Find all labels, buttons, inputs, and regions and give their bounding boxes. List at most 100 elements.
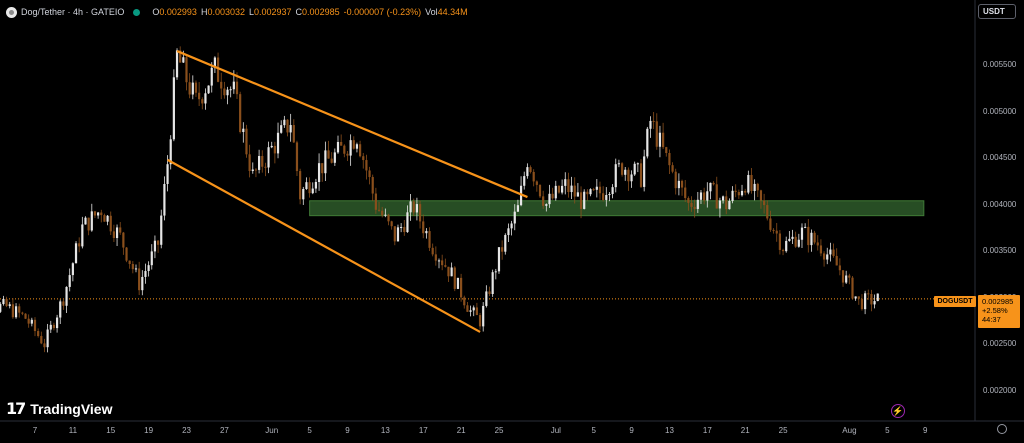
candle-body — [643, 156, 646, 187]
symbol-title[interactable]: Dog/Tether · 4h · GATEIO — [21, 7, 125, 17]
candle-body — [822, 253, 826, 260]
price-tick-label: 0.002000 — [983, 385, 1017, 395]
candle-body — [851, 277, 854, 299]
candle-body — [668, 153, 671, 166]
candle-body — [283, 119, 286, 126]
candle-body — [747, 174, 750, 193]
candle-body — [267, 147, 270, 168]
candle-body — [336, 141, 340, 153]
candle-body — [27, 318, 30, 324]
ohlc-label: C — [295, 7, 303, 17]
candle-body — [125, 247, 128, 261]
candle-body — [40, 336, 43, 344]
candle-body — [5, 298, 8, 307]
ohlc-item: O0.002993 — [148, 7, 197, 17]
candle-body — [321, 163, 324, 174]
candle-body — [674, 171, 677, 189]
bar-countdown: 44:37 — [982, 315, 1001, 324]
lightning-icon[interactable]: ⚡ — [891, 404, 905, 418]
candle-body — [870, 294, 873, 305]
candle-body — [400, 226, 403, 228]
ohlc-item: C0.002985 — [292, 7, 340, 17]
candle-body — [595, 186, 598, 190]
candle-body — [848, 275, 851, 278]
candle-body — [295, 142, 299, 172]
candle-body — [766, 205, 769, 219]
candle-body — [620, 163, 624, 175]
candle-body — [655, 121, 658, 147]
candle-body — [532, 171, 535, 182]
channel-lower-line — [167, 158, 481, 333]
candle-body — [510, 223, 513, 229]
candle-body — [100, 212, 103, 216]
time-tick-label: 17 — [702, 426, 712, 435]
time-tick-label: Aug — [842, 426, 857, 435]
candle-body — [235, 81, 239, 95]
candle-body — [788, 238, 791, 241]
candle-body — [406, 212, 409, 233]
candle-body — [589, 189, 592, 195]
candle-body — [785, 240, 788, 252]
candle-body — [573, 185, 576, 197]
candle-body — [690, 202, 693, 207]
candle-body — [699, 192, 703, 200]
candle-body — [693, 206, 696, 209]
candle-body — [570, 185, 573, 193]
candle-body — [630, 174, 633, 182]
candle-body — [381, 210, 384, 216]
candle-body — [179, 50, 182, 63]
candle-body — [273, 145, 276, 154]
candle-body — [696, 199, 699, 209]
ohlc-label: Vol — [425, 7, 438, 17]
candle-body — [513, 211, 516, 224]
time-tick-label: 17 — [418, 426, 428, 435]
currency-button[interactable]: USDT — [978, 4, 1016, 19]
candle-body — [403, 226, 406, 233]
candle-body — [163, 183, 166, 216]
candle-body — [845, 275, 848, 283]
candle-body — [867, 293, 870, 295]
candle-body — [226, 89, 229, 96]
candle-body — [763, 200, 766, 206]
candle-body — [172, 77, 175, 140]
candle-body — [497, 247, 501, 272]
candle-body — [526, 167, 529, 177]
candle-body — [721, 196, 725, 201]
candle-body — [627, 169, 630, 182]
candle-body — [156, 240, 160, 245]
candle-body — [191, 82, 194, 95]
candle-body — [415, 204, 419, 213]
candle-body — [529, 167, 532, 172]
candle-body — [737, 191, 740, 196]
candle-body — [557, 185, 561, 193]
candle-body — [141, 276, 144, 291]
candle-body — [144, 271, 147, 277]
candle-body — [428, 231, 431, 248]
candle-body — [128, 260, 131, 264]
candle-body — [649, 120, 652, 129]
candle-body — [355, 144, 359, 149]
candle-body — [87, 217, 90, 231]
candle-body — [390, 221, 393, 227]
candle-body — [2, 298, 5, 305]
candle-body — [775, 230, 778, 234]
candle-body — [289, 125, 292, 133]
tradingview-logo[interactable]: 17 TradingView — [6, 399, 112, 418]
candle-body — [431, 247, 434, 255]
candle-body — [485, 291, 488, 306]
candle-body — [138, 268, 141, 291]
ohlc-item: L0.002937 — [245, 7, 292, 17]
candle-body — [579, 192, 583, 209]
candle-body — [324, 150, 327, 174]
candle-body — [374, 193, 377, 210]
candle-body — [494, 271, 497, 273]
candle-body — [614, 164, 617, 188]
candle-body — [772, 229, 775, 231]
candle-body — [239, 94, 242, 132]
candle-body — [744, 190, 747, 193]
candle-body — [280, 125, 283, 133]
candle-body — [21, 312, 24, 314]
settings-gear-icon[interactable] — [997, 424, 1007, 434]
candle-body — [810, 232, 813, 246]
